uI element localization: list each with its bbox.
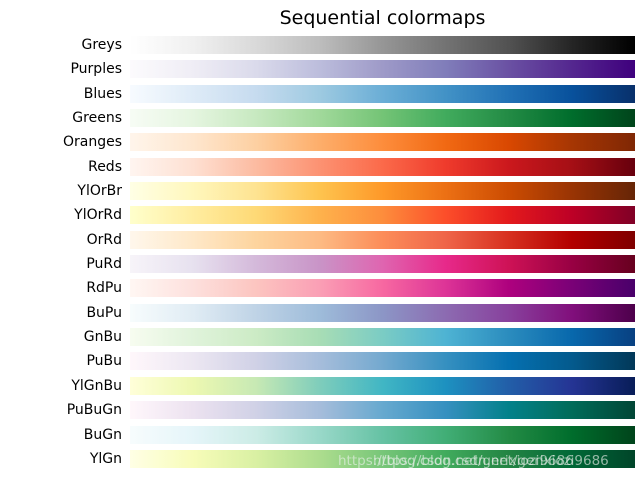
colormap-row: Oranges	[0, 133, 635, 152]
colormap-label: Reds	[88, 158, 122, 175]
colormap-label: Greys	[81, 37, 123, 53]
colormap-gradient-bar	[130, 303, 635, 322]
colormap-label: PuBuGn	[66, 402, 122, 419]
colormap-label: Purples	[70, 61, 122, 78]
colormap-gradient-bar	[130, 255, 635, 274]
colormap-label: YlOrBr	[77, 183, 122, 200]
colormap-row: Greens	[0, 109, 635, 128]
colormap-gradient-bar	[130, 449, 635, 468]
colormap-row: Purples	[0, 60, 635, 79]
colormap-row: BuPu	[0, 303, 635, 322]
colormap-gradient-bar	[130, 352, 635, 371]
colormap-rows: Greys Purples Blues Greens Oranges Reds YlOrBr…	[0, 36, 635, 468]
colormap-gradient-bar	[130, 157, 635, 176]
colormap-gradient-bar	[130, 230, 635, 249]
colormap-label: OrRd	[86, 231, 122, 248]
colormap-label: BuPu	[86, 304, 122, 321]
colormap-row: GnBu	[0, 328, 635, 347]
chart-title: Sequential colormaps	[279, 7, 486, 29]
colormap-row: YlGn	[0, 449, 635, 468]
colormap-row: YlGnBu	[0, 376, 635, 395]
colormap-row: OrRd	[0, 230, 635, 249]
colormap-row: PuRd	[0, 255, 635, 274]
colormap-label: Oranges	[62, 134, 122, 151]
colormap-row: PuBu	[0, 352, 635, 371]
colormap-label: GnBu	[83, 329, 122, 346]
colormap-row: YlOrBr	[0, 182, 635, 201]
colormap-gradient-bar	[130, 401, 635, 420]
colormap-label: PuRd	[86, 256, 122, 273]
colormap-row: Greys	[0, 36, 635, 54]
colormap-gradient-bar	[130, 133, 635, 152]
colormap-gradient-bar	[130, 109, 635, 128]
colormap-gradient-bar	[130, 279, 635, 298]
colormap-label: BuGn	[83, 426, 122, 443]
colormap-gradient-bar	[130, 60, 635, 79]
colormap-label: YlGnBu	[71, 377, 122, 394]
colormap-gradient-bar	[130, 182, 635, 201]
colormap-label: YlOrRd	[74, 207, 122, 224]
colormap-row: RdPu	[0, 279, 635, 298]
colormap-row: Blues	[0, 84, 635, 103]
colormap-gradient-bar	[130, 36, 635, 54]
colormap-label: Blues	[83, 85, 122, 102]
colormap-gradient-bar	[130, 84, 635, 103]
colormap-label: RdPu	[86, 280, 122, 297]
colormap-gradient-bar	[130, 376, 635, 395]
colormap-row: Reds	[0, 157, 635, 176]
colormap-gradient-bar	[130, 328, 635, 347]
colormap-gradient-bar	[130, 206, 635, 225]
colormap-row: PuBuGn	[0, 401, 635, 420]
colormap-label: PuBu	[86, 353, 122, 370]
colormap-label: YlGn	[89, 450, 122, 467]
colormap-label: Greens	[72, 110, 122, 127]
colormap-row: BuGn	[0, 425, 635, 444]
colormap-gradient-bar	[130, 425, 635, 444]
colormap-row: YlOrRd	[0, 206, 635, 225]
